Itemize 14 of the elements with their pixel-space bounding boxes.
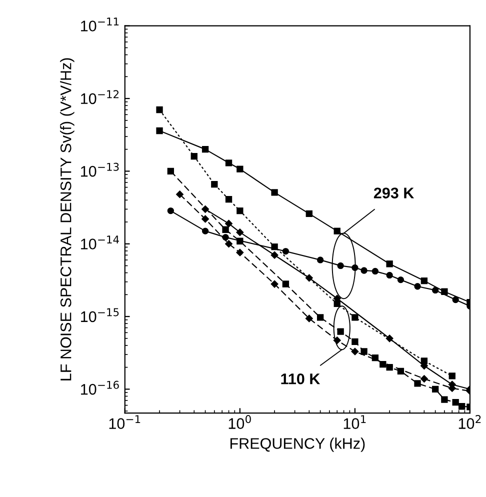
y-tick-label: 10$^{−16}$ <box>81 380 119 395</box>
y-tick-label: 10$^{−11}$ <box>81 18 119 32</box>
x-axis-title: FREQUENCY (kHz) <box>230 438 365 452</box>
y-tick-label: 10$^{−14}$ <box>81 236 119 250</box>
x-tick-label: 10$^{2}$ <box>458 415 481 429</box>
y-tick-label: 10$^{−15}$ <box>81 308 119 322</box>
x-tick-label: 10$^{−1}$ <box>109 415 140 429</box>
y-axis-title: LF NOISE SPECTRAL DENSITY Sv(f) (V*V/Hz) <box>60 58 74 380</box>
x-tick-label: 10$^{1}$ <box>344 415 366 429</box>
y-tick-label: 10$^{−12}$ <box>81 90 118 104</box>
y-tick-label: 10$^{−13}$ <box>81 162 119 177</box>
annotation: 293 K <box>374 188 414 198</box>
x-tick-label: 10$^{0}$ <box>228 415 251 429</box>
annotation: 110 K <box>281 373 320 384</box>
